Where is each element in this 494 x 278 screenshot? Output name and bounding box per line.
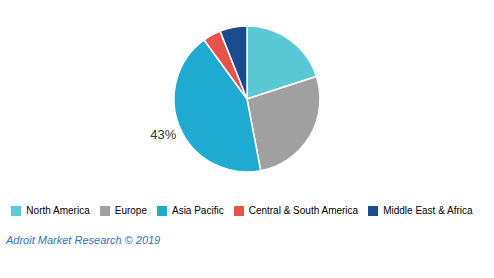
svg-text:43%: 43% [150, 127, 176, 142]
html-text:North America: North America [26, 205, 90, 216]
html-text:Middle East & Africa: Middle East & Africa [383, 205, 473, 216]
html-text:Europe: Europe [114, 205, 147, 216]
html-text:Central & South America: Central & South America [248, 205, 359, 216]
html-text:Asia Pacific: Asia Pacific [172, 205, 224, 216]
html-text:Adroit Market Research © 2019: Adroit Market Research © 2019 [6, 234, 161, 246]
